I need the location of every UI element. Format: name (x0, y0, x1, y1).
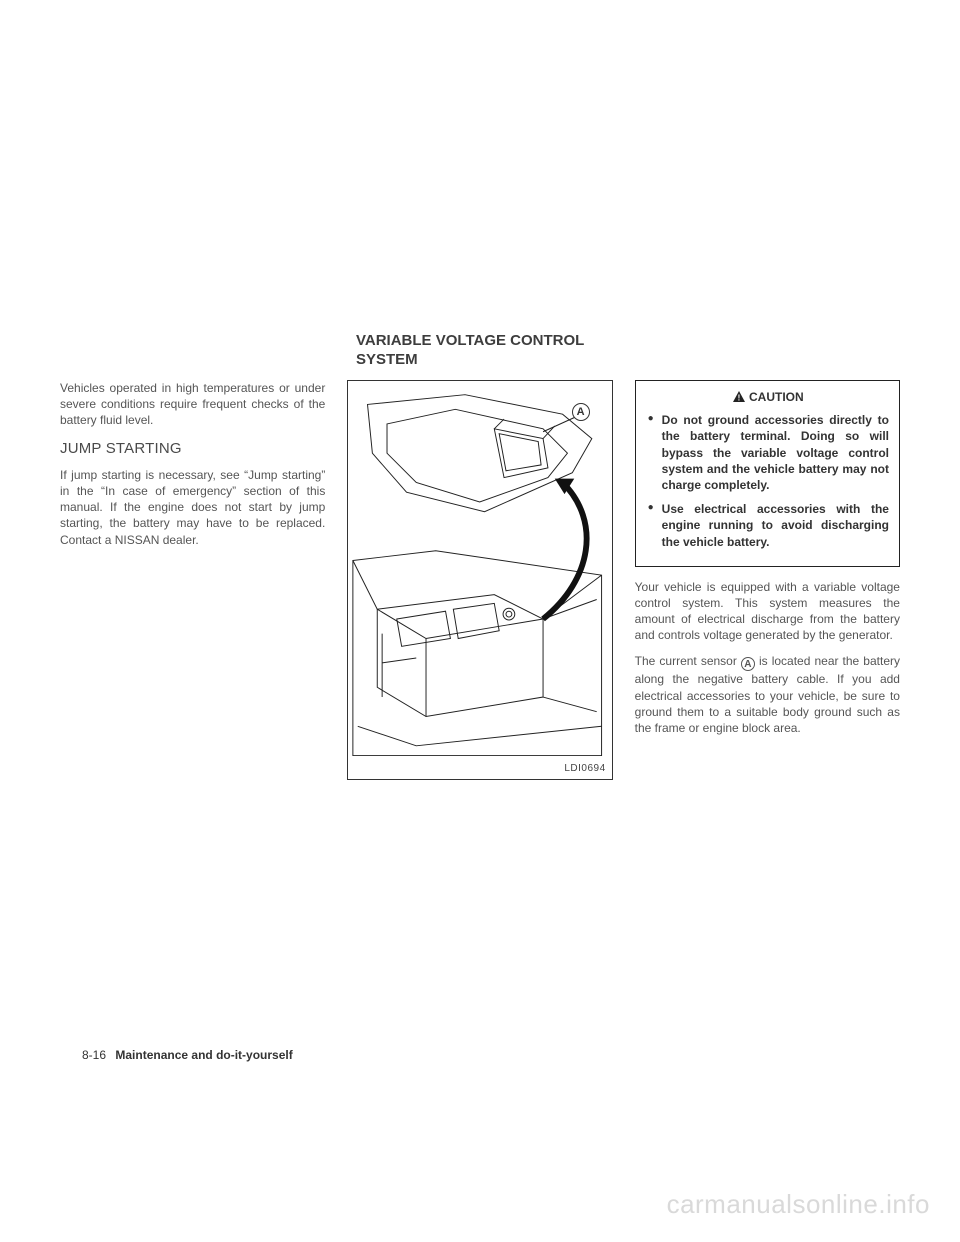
column-center: A LDI0694 (347, 380, 612, 780)
column-container: Vehicles operated in high temperatures o… (60, 380, 900, 780)
battery-figure: A LDI0694 (347, 380, 612, 780)
body-paragraph: Your vehicle is equipped with a variable… (635, 579, 900, 644)
jump-starting-heading: JUMP STARTING (60, 439, 325, 459)
section-title: VARIABLE VOLTAGE CONTROL SYSTEM (356, 332, 616, 370)
svg-text:!: ! (738, 394, 741, 403)
column-left: Vehicles operated in high temperatures o… (60, 380, 325, 780)
body-paragraph: The current sensor A is located near the… (635, 653, 900, 736)
battery-illustration (348, 381, 611, 779)
warning-triangle-icon: ! (733, 390, 745, 406)
page-footer: 8-16 Maintenance and do-it-yourself (82, 1048, 293, 1062)
watermark-text: carmanualsonline.info (667, 1189, 930, 1220)
text-fragment: The current sensor (635, 654, 741, 668)
caution-item: Use electrical accessories with the engi… (648, 501, 889, 550)
intro-paragraph: Vehicles operated in high temperatures o… (60, 380, 325, 429)
manual-page: VARIABLE VOLTAGE CONTROL SYSTEM Vehicles… (0, 0, 960, 1242)
figure-caption: LDI0694 (564, 762, 605, 776)
callout-a-icon: A (572, 403, 590, 421)
sensor-letter-icon: A (741, 657, 755, 671)
jump-starting-body: If jump starting is necessary, see “Jump… (60, 467, 325, 548)
section-name: Maintenance and do-it-yourself (115, 1048, 292, 1062)
caution-box: ! CAUTION Do not ground accessories dire… (635, 380, 900, 567)
caution-title-text: CAUTION (749, 390, 804, 404)
page-number: 8-16 (82, 1048, 106, 1062)
column-right: ! CAUTION Do not ground accessories dire… (635, 380, 900, 780)
caution-item: Do not ground accessories directly to th… (648, 412, 889, 493)
caution-heading: ! CAUTION (648, 389, 889, 406)
caution-list: Do not ground accessories directly to th… (648, 412, 889, 550)
